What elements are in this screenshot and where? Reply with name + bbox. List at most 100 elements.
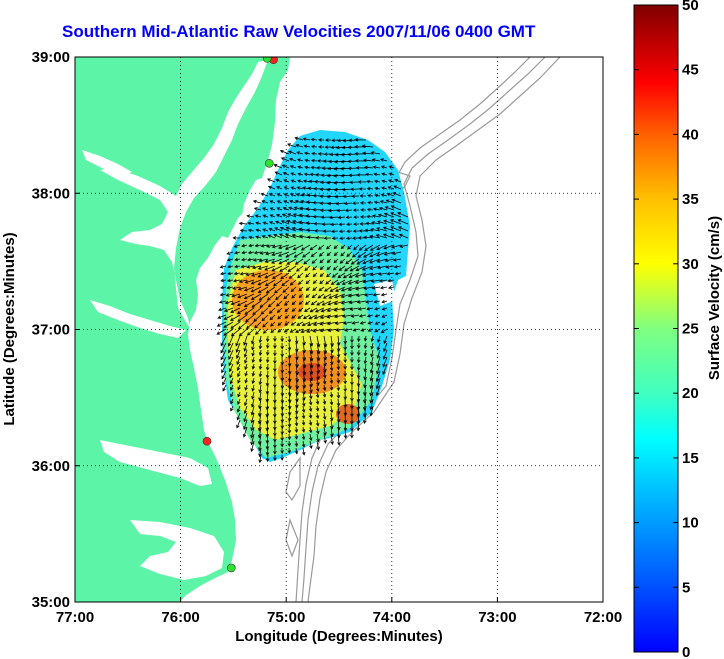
velocity-arrow-head: [347, 159, 351, 164]
velocity-arrow-head: [287, 213, 292, 217]
velocity-arrow-head: [356, 300, 361, 304]
velocity-arrow: [385, 206, 395, 211]
velocity-arrow: [388, 186, 395, 190]
velocity-arrow-head: [276, 309, 281, 314]
velocity-arrow-head: [340, 294, 345, 299]
velocity-arrow: [309, 433, 312, 441]
velocity-arrow: [299, 214, 311, 218]
velocity-arrow-head: [329, 215, 333, 220]
velocity-arrow: [309, 426, 312, 433]
velocity-arrow-head: [326, 273, 330, 278]
velocity-arrow-head: [286, 261, 291, 265]
velocity-arrow-head: [340, 152, 345, 157]
velocity-arrow-head: [322, 401, 327, 405]
velocity-arrow-head: [230, 332, 235, 337]
velocity-arrow: [247, 258, 255, 261]
velocity-arrow-head: [317, 295, 322, 299]
velocity-arrow: [327, 174, 339, 177]
x-tick-label: 76:00: [161, 609, 199, 626]
velocity-arrow-head: [260, 311, 265, 315]
velocity-arrow: [266, 440, 269, 450]
velocity-arrow: [259, 447, 262, 457]
velocity-arrow-head: [378, 272, 382, 276]
velocity-arrow-head: [326, 308, 331, 313]
velocity-arrow-head: [381, 172, 386, 177]
velocity-arrow: [237, 307, 248, 314]
velocity-arrow: [347, 244, 353, 250]
velocity-arrow: [357, 419, 360, 431]
velocity-arrow-head: [356, 359, 361, 364]
velocity-arrow-head: [243, 341, 247, 346]
velocity-arrow: [237, 398, 241, 405]
velocity-arrow: [357, 251, 367, 258]
velocity-arrow: [288, 405, 291, 415]
velocity-arrow-head: [277, 322, 282, 326]
velocity-arrow-head: [385, 265, 390, 269]
velocity-arrow-head: [225, 293, 230, 297]
velocity-arrow-head: [230, 400, 234, 405]
velocity-arrow-head: [374, 179, 378, 184]
velocity-arrow-head: [288, 150, 292, 154]
velocity-arrow: [316, 349, 320, 361]
velocity-arrow-head: [380, 193, 385, 197]
velocity-arrow: [266, 412, 269, 424]
velocity-arrow: [326, 272, 332, 278]
velocity-arrow: [379, 207, 388, 211]
velocity-arrow: [239, 328, 248, 337]
velocity-arrow-head: [373, 299, 378, 304]
velocity-arrow-head: [341, 307, 345, 312]
velocity-arrow-head: [381, 179, 386, 184]
velocity-arrow-head: [258, 453, 262, 458]
velocity-arrow: [232, 286, 241, 290]
velocity-arrow-head: [242, 433, 247, 438]
velocity-arrow: [323, 405, 326, 412]
velocity-arrow-head: [334, 194, 339, 199]
velocity-arrow: [236, 349, 241, 359]
velocity-arrow-head: [369, 253, 374, 258]
velocity-arrow-head: [303, 151, 308, 156]
velocity-arrow: [310, 307, 318, 313]
velocity-arrow-head: [354, 159, 359, 163]
velocity-arrow: [340, 251, 346, 257]
velocity-arrow: [290, 279, 297, 286]
velocity-arrow: [277, 193, 283, 197]
velocity-arrow-head: [283, 179, 288, 183]
velocity-arrow-head: [336, 402, 341, 407]
velocity-arrow-head: [312, 280, 317, 285]
velocity-arrow-head: [312, 193, 317, 198]
velocity-arrow: [337, 384, 339, 391]
velocity-arrow: [248, 244, 255, 247]
velocity-arrow: [239, 222, 248, 225]
velocity-arrow-head: [316, 438, 320, 443]
velocity-arrow: [309, 377, 313, 387]
velocity-arrow: [302, 440, 305, 447]
velocity-arrow: [376, 244, 388, 250]
velocity-arrow-head: [352, 208, 357, 212]
velocity-arrow-head: [319, 322, 324, 326]
grid-lines: [75, 57, 603, 602]
velocity-arrow: [269, 314, 276, 320]
velocity-arrow: [251, 412, 255, 423]
velocity-arrow-head: [319, 266, 324, 271]
velocity-arrow: [362, 272, 374, 277]
velocity-arrow: [370, 377, 374, 389]
velocity-arrow: [359, 244, 367, 251]
james-river: [90, 300, 186, 338]
velocity-arrow: [333, 265, 339, 271]
velocity-arrow-head: [354, 280, 359, 285]
velocity-arrow: [351, 258, 360, 265]
colorbar: [633, 4, 679, 653]
velocity-arrow-head: [361, 273, 366, 277]
velocity-arrow-head: [337, 215, 342, 220]
velocity-arrow: [266, 433, 269, 444]
velocity-arrow: [348, 286, 360, 291]
velocity-arrow-head: [250, 419, 254, 424]
velocity-arrow-head: [310, 165, 315, 170]
velocity-arrow: [276, 186, 283, 190]
velocity-arrow-head: [327, 328, 332, 333]
velocity-arrow-head: [336, 380, 341, 384]
velocity-arrow: [291, 293, 297, 299]
velocity-arrow: [258, 419, 262, 431]
velocity-arrow-head: [289, 329, 294, 333]
velocity-arrow: [305, 293, 311, 298]
